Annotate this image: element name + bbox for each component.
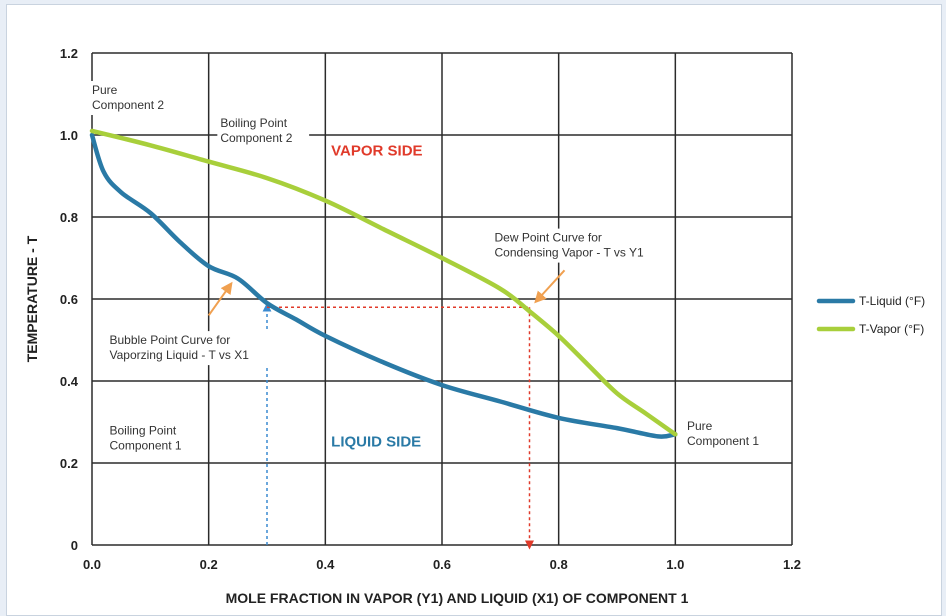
pointer-arrow-0 [207, 281, 233, 316]
region-label-1: LIQUID SIDE [327, 431, 440, 452]
region-bg [327, 140, 431, 161]
y-tick-label: 1.0 [60, 128, 78, 143]
y-tick-label: 0.4 [60, 374, 79, 389]
legend: T-Liquid (°F) T-Vapor (°F) [816, 294, 925, 336]
x-tick-label: 0.2 [200, 557, 218, 572]
annotation-text: Component 2 [220, 131, 292, 145]
region-text: LIQUID SIDE [331, 434, 421, 451]
x-tick-label: 0.8 [550, 557, 568, 572]
annotation-text: Component 1 [687, 434, 759, 448]
y-tick-label: 0.6 [60, 292, 78, 307]
annotation-text: Pure [92, 83, 118, 97]
series-line-t-vapor [89, 128, 678, 437]
region-bg [327, 431, 440, 452]
x-tick-label: 0.0 [83, 557, 101, 572]
annotation-bg [106, 421, 199, 456]
y-tick-label: 0 [71, 538, 78, 553]
annotation-bg [684, 417, 763, 452]
annotation-text: Boiling Point [220, 116, 287, 130]
legend-label-0: T-Liquid (°F) [859, 294, 925, 308]
annotation-bg [217, 113, 310, 148]
annotation-bg [106, 331, 285, 366]
grid [91, 52, 793, 546]
x-tick-label: 1.0 [666, 557, 684, 572]
annotation-text: Component 2 [92, 98, 164, 112]
annotation-text: Dew Point Curve for [495, 231, 602, 245]
y-tick-label: 0.2 [60, 456, 78, 471]
annotation-text: Boiling Point [110, 423, 177, 437]
region-text: VAPOR SIDE [331, 143, 422, 160]
series-lines [89, 128, 678, 439]
series-line-t-liquid [89, 132, 678, 439]
region-label-0: VAPOR SIDE [327, 140, 431, 161]
annotation-text: Component 1 [110, 438, 182, 452]
x-axis-title: MOLE FRACTION IN VAPOR (Y1) AND LIQUID (… [226, 590, 689, 606]
annotation-text: Condensing Vapor - T vs Y1 [495, 246, 645, 260]
axes: 0.0 0.2 0.4 0.6 0.8 1.0 1.2 0 0.2 0.4 0.6 0.8 1.0 1.2 [60, 46, 801, 572]
legend-label-1: T-Vapor (°F) [859, 322, 924, 336]
y-tick-label: 1.2 [60, 46, 78, 61]
y-tick-label: 0.8 [60, 210, 78, 225]
annotation-text: Vaporzing Liquid - T vs X1 [110, 348, 250, 362]
pointer-arrow-1 [534, 269, 566, 304]
y-axis-title: TEMPERATURE - T [24, 235, 40, 362]
annotation-text: Pure [687, 419, 713, 433]
annotation-bg [89, 81, 168, 115]
x-tick-label: 0.6 [433, 557, 451, 572]
annotation-bg [491, 228, 670, 263]
x-tick-label: 1.2 [783, 557, 801, 572]
guide-lines [262, 302, 534, 550]
annotation-text: Bubble Point Curve for [110, 333, 231, 347]
x-tick-label: 0.4 [316, 557, 335, 572]
